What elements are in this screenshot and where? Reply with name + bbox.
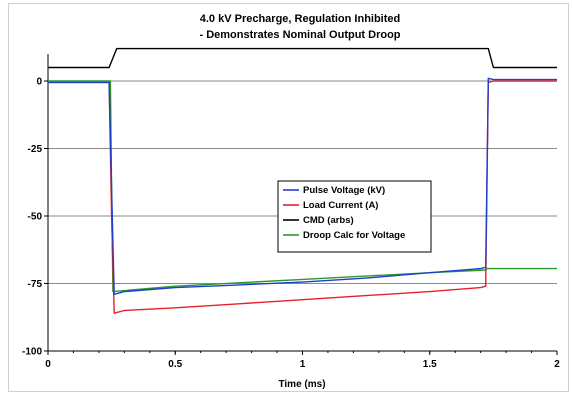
x-tick-label: 0.5 bbox=[168, 359, 182, 370]
series-line-0 bbox=[48, 77, 557, 295]
x-tick-label: 0 bbox=[45, 359, 51, 370]
chart-title-line-2: - Demonstrates Nominal Output Droop bbox=[199, 29, 400, 41]
y-axis-ticks: 0 -25 -50 -75 -100 bbox=[22, 77, 48, 358]
x-tick-label: 2 bbox=[554, 359, 560, 370]
x-tick-label: 1.5 bbox=[423, 359, 437, 370]
x-axis-label: Time (ms) bbox=[278, 379, 325, 390]
x-axis-ticks: 0 0.5 1 1.5 2 bbox=[45, 351, 560, 370]
y-tick-label: 0 bbox=[36, 77, 42, 88]
legend-label: Droop Calc for Voltage bbox=[303, 230, 405, 241]
legend-box bbox=[277, 180, 432, 253]
y-tick-label: -100 bbox=[22, 347, 42, 358]
x-tick-label: 1 bbox=[300, 359, 306, 370]
series-line-2 bbox=[48, 47, 557, 69]
legend-label: CMD (arbs) bbox=[303, 215, 354, 226]
series-lines bbox=[48, 47, 557, 314]
y-tick-label: -50 bbox=[28, 212, 43, 223]
y-tick-label: -25 bbox=[28, 144, 43, 155]
legend-label: Pulse Voltage (kV) bbox=[303, 185, 385, 196]
y-tick-label: -75 bbox=[28, 279, 43, 290]
legend-label: Load Current (A) bbox=[303, 200, 378, 211]
legend: Pulse Voltage (kV) Load Current (A) CMD (a… bbox=[277, 180, 432, 253]
chart-title-line-1: 4.0 kV Precharge, Regulation Inhibited bbox=[200, 13, 401, 25]
